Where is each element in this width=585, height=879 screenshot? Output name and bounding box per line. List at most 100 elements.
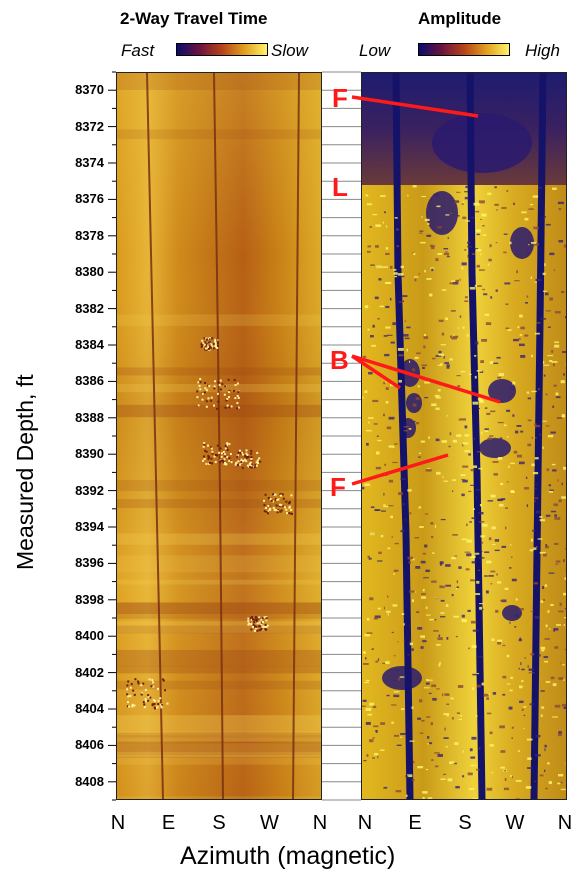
texture-speck [380,195,386,197]
texture-speck [482,234,487,236]
texture-speck [482,288,485,291]
texture-speck [405,775,409,778]
texture-speck [256,629,259,632]
depth-tick-label: 8388 [75,409,104,425]
texture-speck [144,688,147,691]
annotation-pointer [351,354,501,404]
texture-speck [228,389,231,392]
texture-speck [255,627,258,630]
texture-speck [551,463,556,466]
texture-speck [445,317,449,321]
texture-speck [380,749,385,751]
texture-speck [435,438,440,442]
texture-speck [287,502,290,505]
texture-speck [549,252,555,256]
texture-speck [561,414,565,417]
texture-speck [279,494,282,497]
texture-speck [249,466,252,469]
texture-speck [219,379,222,382]
texture-speck [461,614,465,618]
texture-speck [201,398,204,401]
texture-speck [529,703,534,706]
texture-speck [480,551,483,553]
texture-speck [534,332,540,335]
texture-speck [375,466,382,470]
texture-speck [385,247,389,250]
texture-speck [563,624,566,627]
texture-speck [373,725,379,728]
texture-speck [531,436,533,439]
texture-speck [425,768,429,771]
texture-speck [370,264,375,266]
depth-tick-label: 8384 [75,337,104,352]
texture-speck [545,310,551,312]
texture-speck [369,702,375,706]
texture-speck [366,754,369,757]
texture-speck [516,425,522,427]
azimuth-tick-label: N [110,812,126,834]
texture-speck [374,617,378,620]
texture-speck [496,209,498,211]
texture-speck [274,509,277,512]
texture-speck [529,203,534,206]
texture-speck [477,397,483,401]
texture-speck [144,698,147,701]
texture-speck [441,476,444,478]
texture-speck [393,694,400,698]
texture-speck [461,619,467,623]
texture-speck [511,556,513,558]
texture-speck [471,736,477,740]
texture-speck [464,300,469,302]
texture-speck [541,649,545,652]
texture-speck [211,337,214,340]
texture-speck [547,762,550,765]
texture-speck [205,450,208,453]
texture-speck [288,500,291,503]
texture-speck [251,618,254,621]
texture-speck [201,344,204,347]
texture-speck [403,639,405,642]
texture-speck [208,385,211,388]
texture-speck [429,293,433,297]
texture-speck [465,220,470,222]
texture-speck [221,383,224,386]
texture-speck [267,512,270,515]
texture-speck [201,342,204,345]
texture-speck [549,628,551,630]
texture-speck [534,616,540,619]
texture-speck [204,449,207,452]
texture-speck [427,797,433,799]
texture-speck [223,458,226,461]
amplitude-image-track [361,72,567,800]
texture-speck [372,757,376,759]
texture-speck [496,356,501,359]
texture-speck [162,679,165,682]
texture-speck [258,616,261,619]
texture-speck [544,748,546,752]
texture-speck [533,582,539,585]
texture-speck [471,561,476,564]
texture-speck [461,203,464,205]
texture-speck [451,556,456,560]
texture-speck [470,579,475,582]
texture-speck [452,281,459,285]
texture-speck [388,416,395,420]
texture-speck [263,510,266,513]
texture-speck [479,603,484,605]
texture-speck [434,596,439,598]
texture-speck [207,346,210,349]
texture-speck [411,648,414,651]
texture-speck [131,703,134,706]
texture-speck [535,436,537,439]
texture-speck [224,453,227,456]
texture-speck [156,706,159,709]
texture-speck [362,355,367,358]
texture-speck [207,397,210,400]
texture-speck [560,788,566,791]
texture-speck [250,623,253,626]
texture-speck [528,672,535,674]
texture-speck [481,431,483,435]
low-amplitude-blob [426,191,458,235]
texture-speck [225,446,228,449]
texture-speck [407,556,414,560]
